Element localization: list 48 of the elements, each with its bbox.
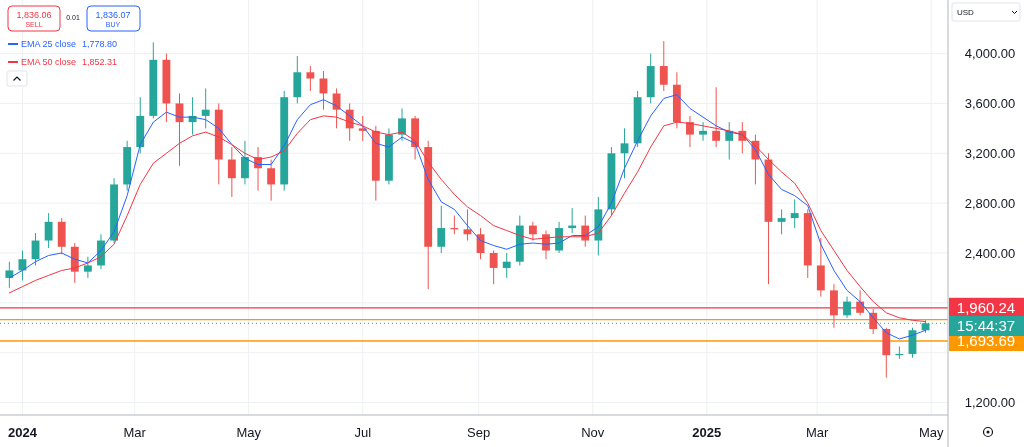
y-tick-label: 4,000.00 xyxy=(964,46,1016,62)
candlestick xyxy=(83,256,92,279)
candlestick xyxy=(699,121,707,142)
x-tick-label: Mar xyxy=(805,424,829,440)
x-tick-label: Sep xyxy=(467,424,491,440)
candlestick xyxy=(267,159,276,202)
candlestick xyxy=(44,212,53,249)
y-tick-label: 2,800.00 xyxy=(964,195,1016,211)
x-tick-label: Jul xyxy=(354,424,372,440)
candlestick xyxy=(790,198,799,229)
candlestick xyxy=(201,87,210,129)
candlestick xyxy=(306,65,315,92)
y-tick-label: 3,200.00 xyxy=(964,145,1016,161)
legend-label: EMA 25 close xyxy=(21,39,77,50)
legend-label: EMA 50 close xyxy=(21,57,77,68)
candlestick xyxy=(502,252,511,279)
ref-line-label: 1,693.69 xyxy=(956,332,1016,350)
x-tick-label: 2025 xyxy=(692,424,722,440)
candlestick xyxy=(659,40,668,92)
x-tick-label: Mar xyxy=(123,424,147,440)
x-tick-label: 2024 xyxy=(7,424,38,440)
annotation: 1,852.31 xyxy=(82,57,118,68)
y-tick-label: 1,200.00 xyxy=(964,395,1016,411)
candlestick xyxy=(528,221,537,242)
candlestick xyxy=(5,261,14,289)
text: 15:44:37 xyxy=(956,317,1016,335)
annotation: 1,836.06 xyxy=(16,10,52,21)
x-tick-label: May xyxy=(236,424,262,440)
candlestick xyxy=(398,107,406,142)
x-tick-label: May xyxy=(918,424,944,440)
annotation: 1,778.80 xyxy=(82,39,118,50)
candlestick xyxy=(843,296,851,319)
candlestick xyxy=(358,115,367,142)
candlestick xyxy=(856,289,865,316)
candlestick xyxy=(227,146,236,198)
text: USD xyxy=(957,7,975,17)
candlestick xyxy=(620,127,629,179)
x-tick-label: Nov xyxy=(581,424,605,440)
annotation: 1,836.07 xyxy=(95,10,131,21)
y-tick-label: 2,400.00 xyxy=(964,245,1016,261)
candlestick xyxy=(712,86,721,148)
candlestick xyxy=(437,205,446,254)
candlestick xyxy=(489,250,498,285)
candlestick xyxy=(686,115,694,148)
ref-line-label: 1,960.24 xyxy=(956,299,1016,317)
candlestick xyxy=(777,208,786,235)
candlestick xyxy=(241,140,249,185)
y-tick-label: 3,600.00 xyxy=(964,95,1016,111)
